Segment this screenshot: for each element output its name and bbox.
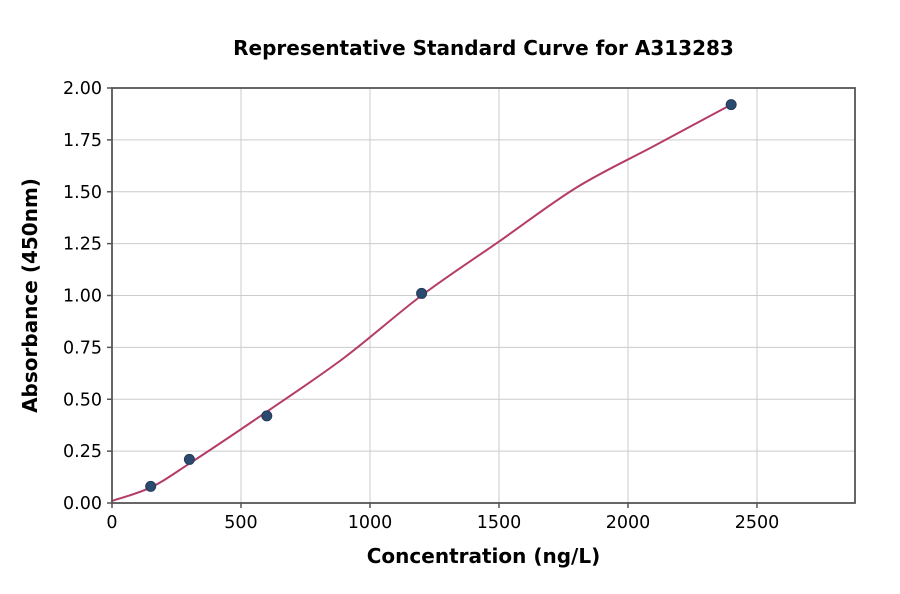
data-point	[725, 99, 737, 111]
y-tick-label: 1.25	[63, 235, 102, 255]
x-tick-label: 1500	[477, 513, 522, 533]
x-tick-label: 0	[106, 513, 117, 533]
y-tick-label: 2.00	[63, 79, 102, 99]
grid-layer	[111, 87, 855, 504]
data-points-layer	[145, 99, 737, 492]
fit-curve	[111, 103, 733, 502]
x-tick-label: 2000	[606, 513, 651, 533]
data-point	[183, 453, 195, 465]
tick-layer: 0 500 1000 1500 2000 2500 0.00 0.25 0.50 0.75 1.00…	[63, 79, 779, 533]
data-point	[145, 480, 157, 492]
y-tick-label: 1.50	[63, 183, 102, 203]
y-tick-label: 0.00	[63, 494, 102, 514]
y-tick-label: 0.25	[63, 442, 102, 462]
x-tick-label: 2500	[735, 513, 780, 533]
x-tick-label: 1000	[348, 513, 393, 533]
y-axis-label: Absorbance (450nm)	[18, 178, 42, 413]
x-tick-label: 500	[224, 513, 257, 533]
y-tick-label: 1.75	[63, 131, 102, 151]
data-point	[416, 287, 428, 299]
y-tick-label: 1.00	[63, 287, 102, 307]
y-tick-label: 0.50	[63, 390, 102, 410]
fit-curve-layer	[111, 103, 733, 502]
x-axis-label: Concentration (ng/L)	[367, 544, 600, 568]
y-tick-label: 0.75	[63, 338, 102, 358]
data-point	[261, 410, 273, 422]
chart-title: Representative Standard Curve for A31328…	[233, 36, 734, 60]
